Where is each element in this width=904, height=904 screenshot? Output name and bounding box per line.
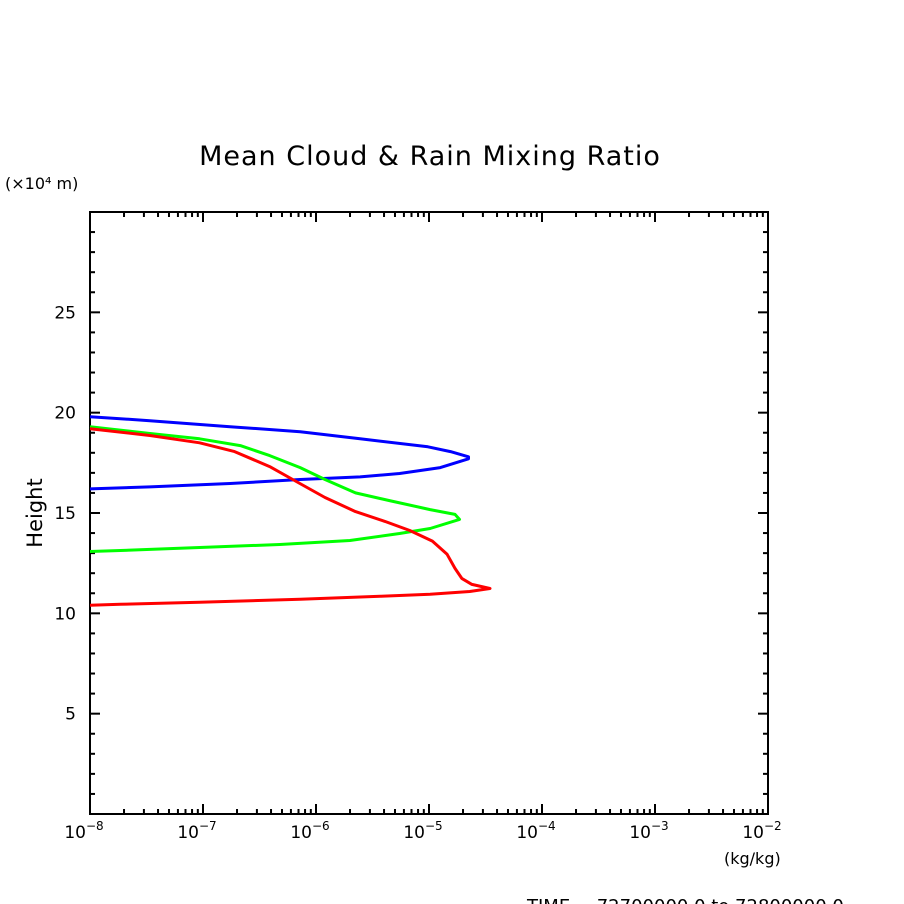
y-axis-label: Height [23,478,47,547]
x-tick-base: 10 [516,823,538,843]
x-axis-label: (kg/kg) [724,849,781,868]
x-tick-exponent: −2 [764,819,782,833]
x-tick-base: 10 [629,823,651,843]
plot-frame [89,211,769,815]
y-tick-label: 5 [65,705,76,725]
x-tick-exponent: −7 [199,819,217,833]
x-tick-base: 10 [742,823,764,843]
x-tick-base: 10 [403,823,425,843]
y-tick-label: 20 [54,404,76,424]
x-tick-base: 10 [177,823,199,843]
x-tick-exponent: −6 [312,819,330,833]
time-footer: TIME = 72700000.0 to 72800000.0 [526,896,844,904]
series-line-green [89,425,461,553]
chart-title: Mean Cloud & Rain Mixing Ratio [199,141,661,172]
x-tick-exponent: −4 [538,819,556,833]
y-tick-label: 10 [54,604,76,624]
y-units-label: (×10⁴ m) [5,174,78,193]
x-tick-label: 10−3 [629,819,668,843]
series-line-blue [89,415,470,491]
series-line-red [89,427,492,607]
x-tick-exponent: −5 [425,819,443,833]
x-tick-label: 10−6 [290,819,329,843]
x-tick-exponent: −8 [86,819,104,833]
x-tick-exponent: −3 [651,819,669,833]
x-tick-label: 10−8 [64,819,103,843]
x-tick-base: 10 [64,823,86,843]
x-tick-label: 10−7 [177,819,216,843]
y-tick-label: 15 [54,504,76,524]
x-tick-label: 10−5 [403,819,442,843]
x-tick-label: 10−2 [742,819,781,843]
x-tick-label: 10−4 [516,819,555,843]
y-tick-label: 25 [54,303,76,323]
x-tick-base: 10 [290,823,312,843]
